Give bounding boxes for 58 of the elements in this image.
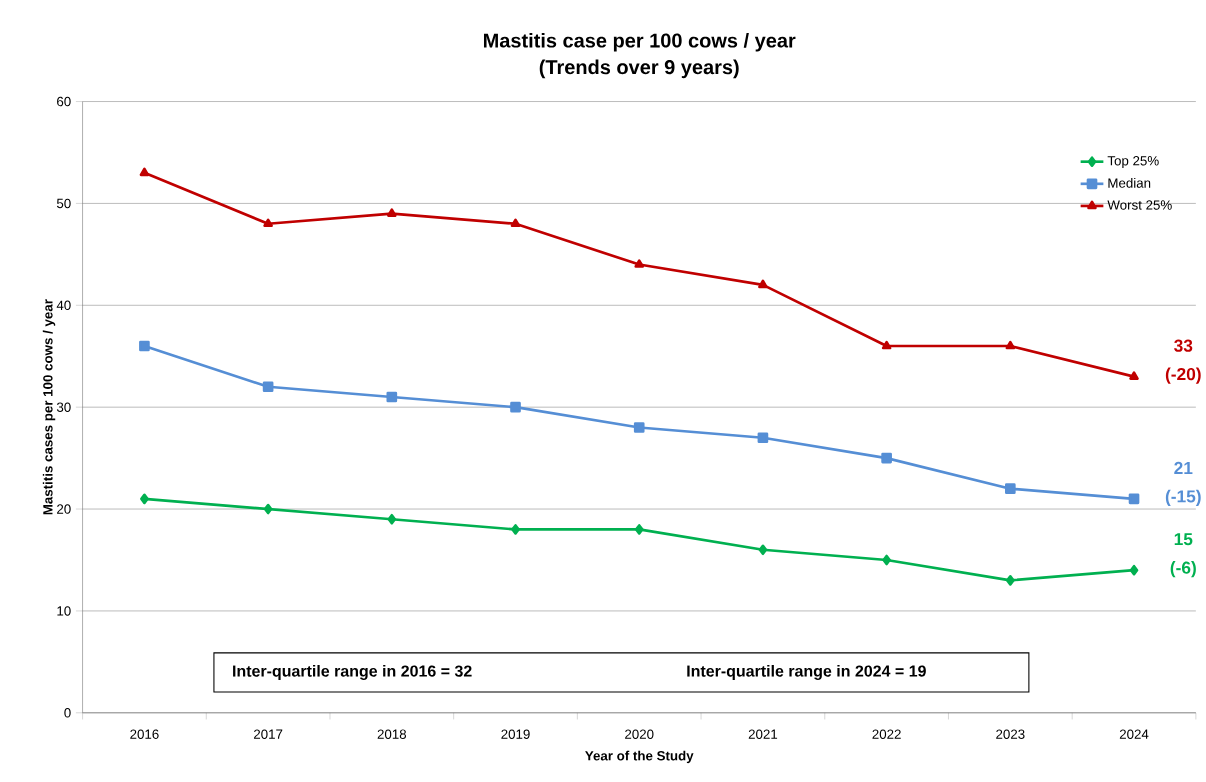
chart-title: Mastitis case per 100 cows / year — [483, 32, 796, 52]
point — [387, 513, 397, 525]
point — [1005, 575, 1015, 586]
point — [1129, 371, 1139, 380]
point — [758, 544, 768, 556]
annotation: (-15) — [1165, 489, 1201, 506]
point — [882, 554, 891, 566]
point — [262, 381, 274, 393]
point — [140, 493, 149, 505]
point — [1005, 483, 1016, 494]
x-tick-label: 2021 — [748, 729, 778, 739]
point — [881, 340, 892, 350]
y-axis-title: Mastitis cases per 100 cows / year — [42, 299, 56, 515]
point — [263, 503, 273, 515]
point — [139, 340, 150, 352]
point — [510, 401, 521, 413]
point — [1005, 340, 1016, 350]
y-tick-label: 50 — [56, 198, 71, 209]
y-tick-label: 10 — [57, 606, 71, 616]
annotation: 15 — [1174, 533, 1193, 546]
y-tick-label: 20 — [57, 504, 71, 514]
legend-label: Worst 25% — [1107, 200, 1172, 210]
point — [511, 524, 520, 535]
annotation: Inter-quartile range in 2016 = 32 — [233, 664, 472, 680]
chart-subtitle: (Trends over 9 years) — [539, 59, 739, 79]
point — [633, 422, 645, 433]
point — [634, 524, 644, 535]
annotation: 21 — [1174, 461, 1193, 474]
legend-label: Top 25% — [1107, 156, 1159, 169]
point — [386, 391, 398, 403]
point — [757, 432, 769, 444]
point — [758, 279, 768, 289]
point — [634, 259, 645, 268]
y-tick-label: 30 — [56, 402, 71, 412]
x-tick-label: 2017 — [253, 729, 283, 739]
x-tick-label: 2022 — [872, 729, 901, 739]
x-tick-label: 2019 — [501, 729, 530, 739]
point — [881, 452, 892, 464]
x-tick-label: 2020 — [625, 729, 654, 739]
x-tick-label: 2023 — [996, 729, 1025, 739]
annotation: Inter-quartile range in 2024 = 19 — [687, 664, 926, 680]
point — [139, 167, 150, 177]
point — [1128, 493, 1140, 505]
y-tick-label: 0 — [64, 708, 71, 718]
point — [387, 208, 397, 217]
x-tick-label: 2024 — [1119, 729, 1149, 739]
legend-label: Median — [1108, 177, 1151, 188]
point — [263, 218, 273, 228]
x-tick-label: 2016 — [130, 729, 159, 739]
y-tick-label: 60 — [57, 96, 71, 107]
x-axis-title: Year of the Study — [585, 750, 694, 764]
annotation: (-6) — [1170, 561, 1196, 578]
y-tick-label: 40 — [56, 300, 71, 310]
annotation: (-20) — [1165, 367, 1201, 384]
point — [510, 218, 521, 228]
point — [1129, 564, 1139, 576]
x-tick-label: 2018 — [377, 729, 407, 739]
annotation: 33 — [1174, 339, 1193, 352]
